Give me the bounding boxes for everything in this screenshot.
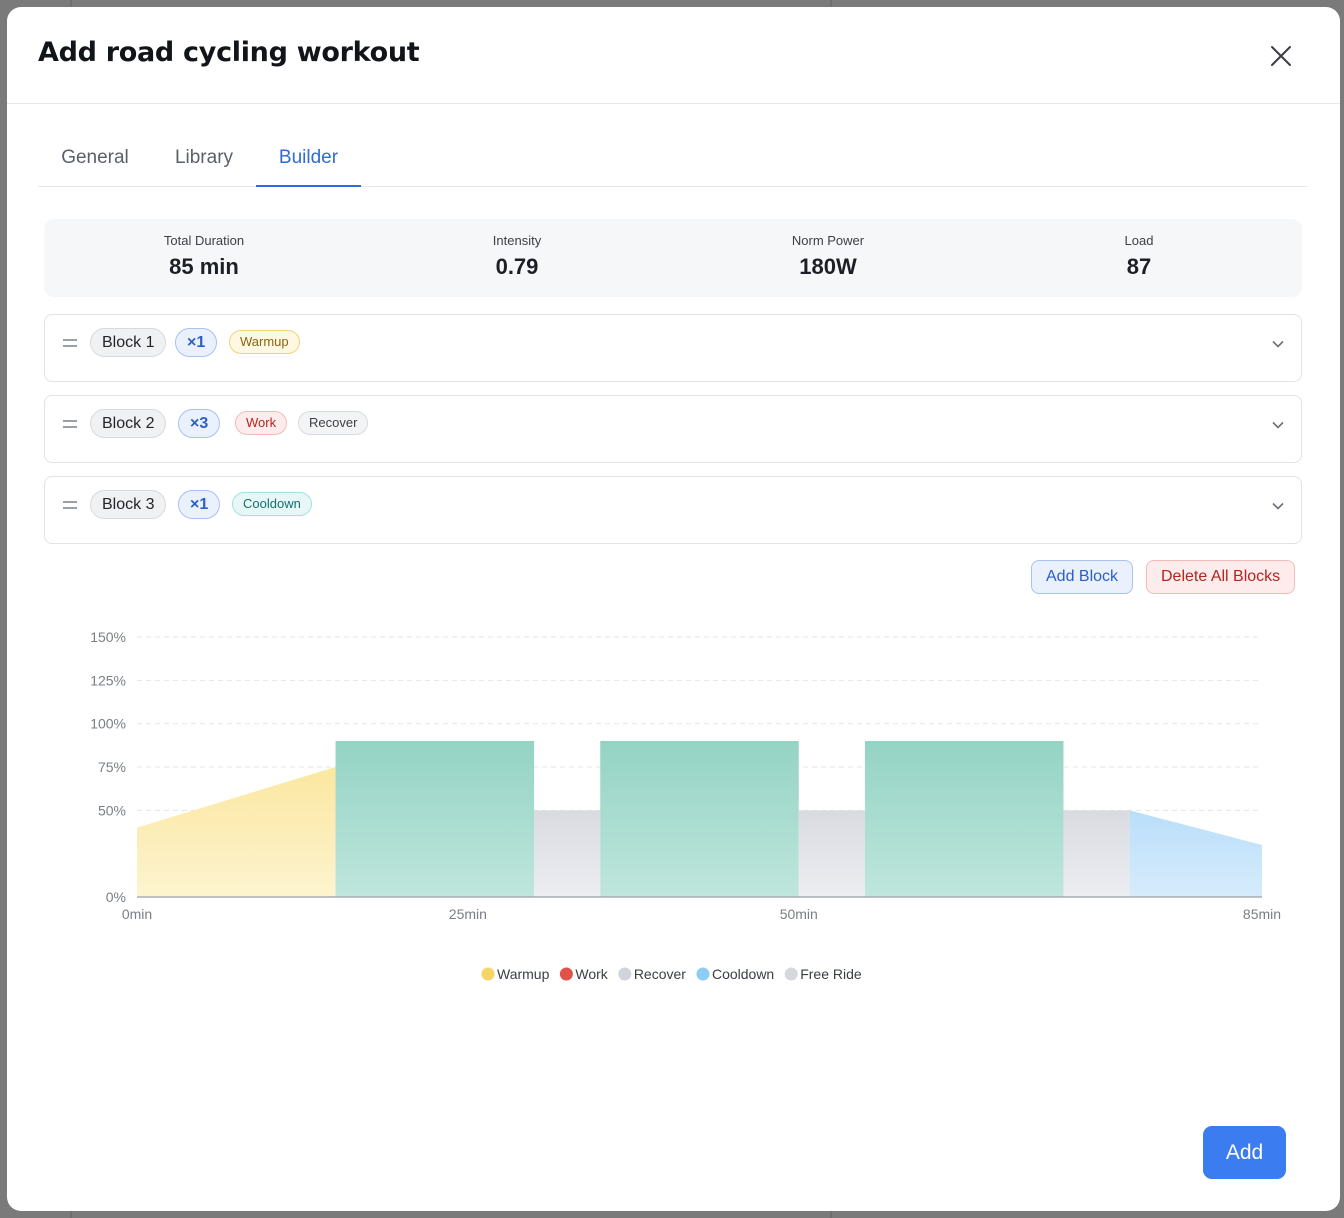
segment-work — [865, 741, 1064, 897]
legend-swatch — [785, 968, 798, 981]
legend-label: Free Ride — [800, 966, 862, 982]
y-tick-label: 100% — [90, 716, 126, 732]
segment-work — [336, 741, 535, 897]
segment-recover — [534, 810, 600, 897]
x-tick-label: 25min — [449, 906, 487, 922]
x-tick-label: 50min — [780, 906, 818, 922]
add-workout-modal: Add road cycling workout General Library… — [7, 7, 1340, 1211]
segment-recover — [799, 810, 865, 897]
segment-work — [600, 741, 799, 897]
y-tick-label: 150% — [90, 629, 126, 645]
legend-label: Warmup — [497, 966, 550, 982]
segment-warmup — [137, 767, 336, 897]
workout-intensity-chart: 0% 50% 75% 100% 125% 150% 0min 25min 50min 85min W… — [7, 7, 1340, 1007]
legend-swatch — [618, 968, 631, 981]
segment-recover — [1063, 810, 1129, 897]
legend-swatch — [696, 968, 709, 981]
legend-swatch — [482, 968, 495, 981]
legend-swatch — [560, 968, 573, 981]
y-tick-label: 75% — [98, 759, 126, 775]
legend-label: Recover — [634, 966, 686, 982]
legend-label: Work — [575, 966, 608, 982]
x-tick-label: 0min — [122, 906, 152, 922]
y-tick-label: 125% — [90, 672, 126, 688]
y-tick-label: 0% — [106, 889, 126, 905]
y-tick-label: 50% — [98, 802, 126, 818]
legend-label: Cooldown — [712, 966, 774, 982]
add-workout-button[interactable]: Add — [1203, 1126, 1286, 1179]
x-tick-label: 85min — [1243, 906, 1281, 922]
segment-cooldown — [1130, 810, 1262, 897]
